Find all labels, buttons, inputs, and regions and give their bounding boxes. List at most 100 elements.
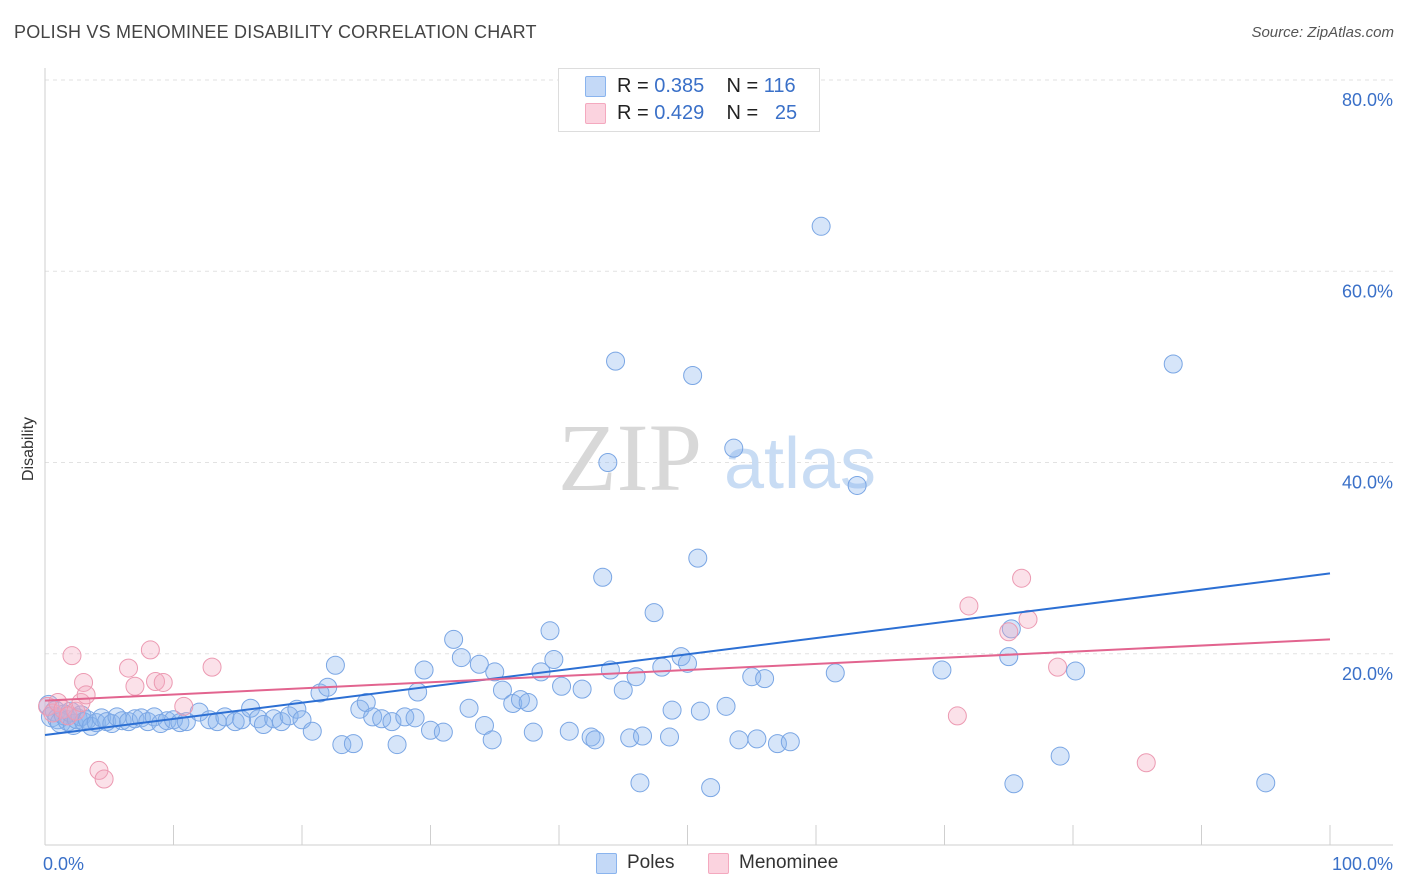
menominee-point	[202, 657, 222, 677]
y-tick-label: 40.0%	[1342, 473, 1393, 493]
legend-swatch-menominee	[585, 102, 606, 124]
source-label: Source: ZipAtlas.com	[1251, 24, 1394, 41]
poles-point	[405, 708, 425, 728]
poles-point	[264, 709, 284, 729]
poles-point	[1050, 746, 1070, 766]
legend-r-label: R =	[617, 74, 649, 97]
poles-point	[485, 662, 505, 682]
poles-point	[701, 778, 721, 798]
poles-point	[279, 706, 299, 726]
bottom-legend-swatch-poles	[596, 852, 617, 874]
poles-point	[302, 721, 322, 741]
legend-r-label: R =	[617, 101, 649, 124]
poles-point	[652, 657, 672, 677]
menominee-point	[43, 703, 63, 723]
poles-point	[325, 655, 345, 675]
poles-point	[683, 365, 703, 385]
menominee-point	[76, 685, 96, 705]
poles-point	[408, 682, 428, 702]
menominee-point	[146, 671, 166, 691]
poles-point	[510, 690, 530, 710]
poles-trend-line	[44, 572, 1331, 737]
poles-point	[572, 679, 592, 699]
poles-point	[593, 567, 613, 587]
menominee-point	[125, 676, 145, 696]
y-tick-label: 20.0%	[1342, 664, 1393, 684]
poles-point	[626, 667, 646, 687]
menominee-point	[62, 646, 82, 666]
menominee-point	[947, 706, 967, 726]
bottom-legend-menominee: Menominee	[708, 852, 838, 874]
poles-point	[825, 663, 845, 683]
legend-n-value-menominee: 25	[774, 101, 798, 124]
menominee-point	[1018, 609, 1038, 629]
legend-n-label: N =	[726, 101, 759, 124]
poles-point	[444, 629, 464, 649]
bottom-legend-poles: Poles	[596, 852, 675, 874]
poles-point	[387, 735, 407, 755]
poles-point	[780, 732, 800, 752]
legend-n-value-poles: 116	[763, 74, 796, 97]
legend-r-value-menominee: 0.429	[654, 101, 705, 124]
poles-point	[630, 773, 650, 793]
poles-point	[433, 722, 453, 742]
legend-row-menominee: R = 0.429 N = 25	[585, 101, 798, 125]
axes	[44, 68, 1393, 846]
legend-row-poles: R = 0.385 N = 116	[585, 74, 796, 98]
bottom-legend-label-poles: Poles	[627, 852, 675, 873]
trend-lines	[44, 572, 1331, 737]
poles-point	[660, 727, 680, 747]
chart-title: POLISH VS MENOMINEE DISABILITY CORRELATI…	[14, 22, 537, 42]
watermark-atlas: atlas	[724, 424, 876, 504]
menominee-point	[119, 658, 139, 678]
poles-point	[1066, 661, 1086, 681]
menominee-trend-line	[44, 638, 1331, 702]
poles-point	[633, 726, 653, 746]
poles-point	[271, 712, 291, 732]
poles-point	[414, 660, 434, 680]
y-tick-label: 80.0%	[1342, 90, 1393, 110]
poles-point	[1256, 773, 1276, 793]
poles-point	[716, 696, 736, 716]
poles-point	[598, 453, 618, 472]
poles-point	[343, 734, 363, 754]
legend-r-value-poles: 0.385	[654, 74, 705, 97]
legend-swatch-poles	[585, 75, 606, 97]
poles-point	[1004, 774, 1024, 794]
poles-point	[544, 649, 564, 669]
poles-point	[662, 700, 682, 720]
watermark-zip: ZIP	[558, 404, 702, 511]
poles-point	[613, 680, 633, 700]
menominee-point	[959, 596, 979, 616]
menominee-point	[94, 769, 114, 789]
poles-point	[395, 707, 415, 727]
menominee-point	[153, 672, 173, 692]
poles-point	[248, 709, 268, 729]
poles-point	[811, 216, 831, 236]
poles-point	[356, 693, 376, 713]
y-tick-label: 60.0%	[1342, 281, 1393, 301]
poles-point	[225, 712, 245, 732]
bottom-legend-swatch-menominee	[708, 852, 729, 874]
menominee-point	[174, 696, 194, 716]
data-points	[38, 216, 1276, 798]
menominee-point	[1012, 568, 1032, 588]
x-tick-label: 100.0%	[1332, 854, 1393, 874]
poles-point	[482, 730, 502, 750]
poles-point	[492, 680, 512, 700]
poles-point	[747, 729, 767, 749]
poles-point	[847, 475, 867, 495]
tick-labels: 20.0% 40.0% 60.0% 80.0% 0.0% 100.0%	[43, 90, 1393, 874]
poles-point	[1163, 354, 1183, 374]
poles-point	[585, 730, 605, 750]
menominee-point	[140, 640, 160, 660]
legend-n-label: N =	[726, 74, 759, 97]
poles-point	[469, 654, 489, 674]
poles-point	[688, 548, 708, 568]
poles-point	[724, 438, 744, 458]
poles-point	[581, 727, 601, 747]
poles-point	[523, 722, 543, 742]
poles-point	[999, 647, 1019, 667]
grid-lines	[45, 79, 1393, 655]
